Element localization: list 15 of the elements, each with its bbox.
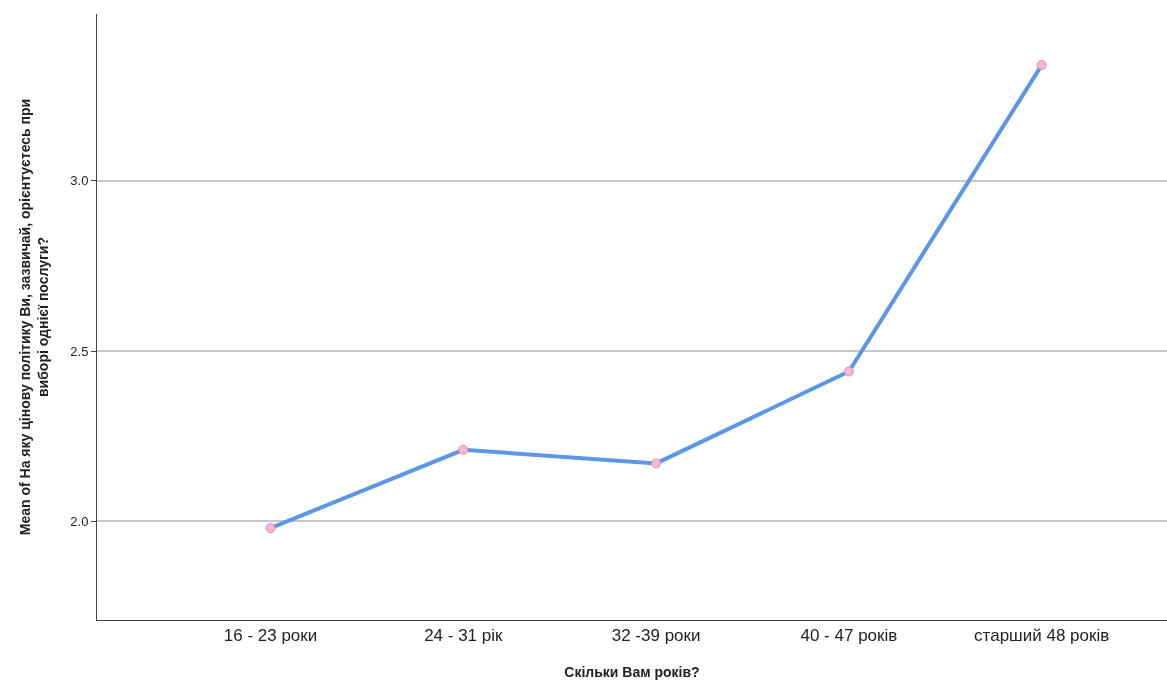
x-tick-label: 32 -39 роки (611, 626, 701, 646)
x-tick-label: 40 - 47 років (800, 626, 898, 646)
x-tick-label: старший 48 років (974, 626, 1110, 646)
y-tick-label: 2.0 (70, 513, 89, 529)
point (265, 523, 276, 534)
point (458, 444, 469, 455)
x-axis-title: Скільки Вам років? (564, 663, 700, 680)
point (651, 458, 662, 469)
y-tick-label: 3.0 (70, 173, 89, 189)
y-tick-label: 2.5 (70, 343, 89, 359)
point (843, 366, 854, 377)
x-tick-label: 16 - 23 роки (223, 626, 318, 646)
point (1036, 60, 1047, 71)
x-tick-label: 24 - 31 рік (424, 626, 504, 646)
y-axis-title: Mean of На яку цінову політику Ви, зазвичай, орієнтуєтесь при виборі однієї послуги? (16, 98, 51, 536)
